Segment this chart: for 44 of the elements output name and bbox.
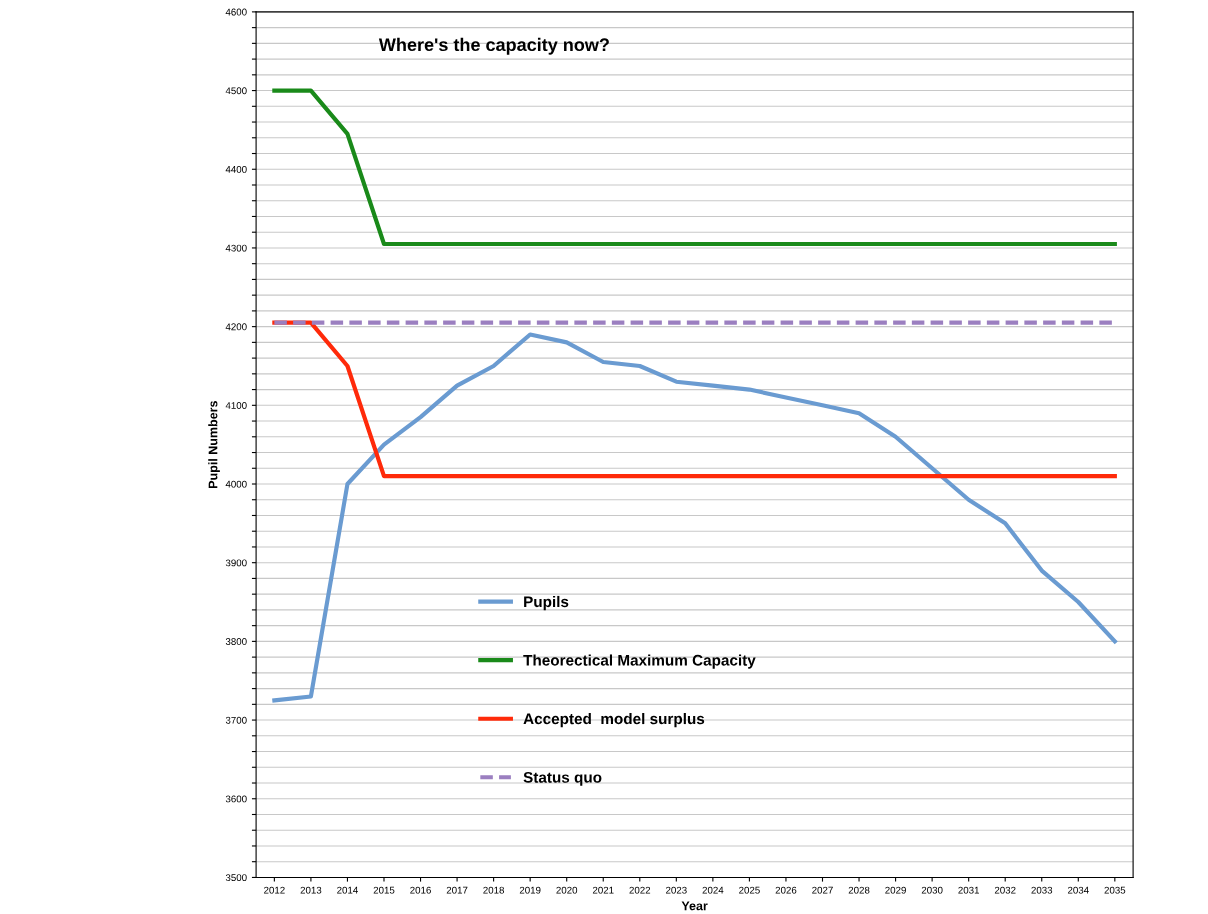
line-series (272, 332, 1117, 703)
x-tick-label: 2020 (556, 886, 578, 894)
text: Where's the capacity now? (378, 37, 609, 55)
x-tick-label: 2024 (702, 886, 724, 894)
y-tick-label: 3700 (225, 716, 247, 724)
x-tick-label: 2030 (921, 886, 943, 894)
x-tick-label: 2015 (373, 886, 395, 894)
x-tick-label: 2022 (629, 886, 651, 894)
y-tick-label: 4500 (225, 87, 247, 95)
x-tick-label: 2028 (848, 886, 870, 894)
x-tick-label: 2032 (994, 886, 1016, 894)
x-tick-label: 2026 (775, 886, 797, 894)
x-tick-label: 2033 (1031, 886, 1053, 894)
y-tick-label: 4200 (225, 323, 247, 331)
x-tick-label: 2035 (1104, 886, 1126, 894)
legend-label: Theorectical Maximum Capacity (523, 654, 756, 669)
x-tick-label: 2031 (958, 886, 980, 894)
x-tick-label: 2034 (1067, 886, 1089, 894)
x-tick-label: 2025 (739, 886, 760, 894)
x-axis-title: Year (681, 901, 708, 911)
x-tick-label: 2012 (264, 886, 285, 894)
y-tick-label: 3600 (225, 795, 247, 803)
x-tick-label: 2021 (592, 886, 614, 894)
y-tick-label: 4400 (225, 165, 247, 173)
x-tick-label: 2027 (812, 886, 833, 894)
y-tick-label: 4100 (225, 402, 247, 409)
legend-label: Pupils (524, 595, 569, 611)
x-tick-label: 2018 (483, 886, 505, 894)
y-tick-label: 4600 (225, 8, 247, 16)
legend-label: Accepted model surplus (523, 713, 705, 728)
x-tick-label: 2019 (519, 886, 541, 894)
y-tick-label: 4300 (225, 244, 247, 252)
y-tick-label: 3500 (225, 874, 247, 882)
x-tick-label: 2029 (885, 886, 906, 894)
y-tick-label: 3900 (225, 559, 247, 567)
y-tick-label: 4000 (225, 480, 247, 488)
legend-label: Status quo (523, 771, 602, 786)
y-tick-label: 3800 (225, 638, 247, 645)
x-tick-label: 2023 (666, 886, 687, 894)
x-tick-label: 2014 (337, 886, 358, 894)
x-tick-label: 2017 (446, 886, 468, 894)
y-axis-title: Pupil Numbers (208, 401, 220, 488)
x-tick-label: 2016 (410, 886, 431, 894)
x-tick-label: 2013 (300, 886, 322, 894)
